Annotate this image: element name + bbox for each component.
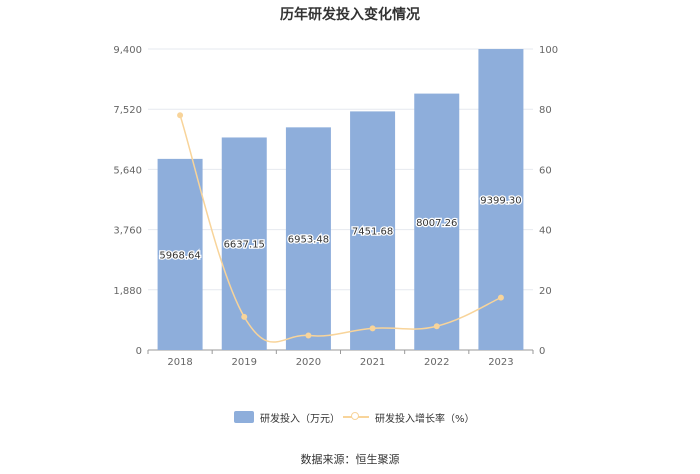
legend-swatch-line — [343, 411, 369, 423]
legend-item-rd-investment[interactable]: 研发投入（万元） — [234, 409, 340, 425]
y-left-tick-label: 9,400 — [113, 45, 142, 56]
legend-label-growth-rate: 研发投入增长率（%） — [375, 413, 475, 425]
bar — [414, 93, 460, 350]
x-tick-label: 2018 — [167, 357, 192, 368]
x-tick-label: 2020 — [296, 357, 321, 368]
growth-rate-point — [497, 294, 504, 301]
legend-item-growth-rate[interactable]: 研发投入增长率（%） — [343, 409, 475, 425]
x-tick-label: 2023 — [488, 357, 513, 368]
y-right-tick-label: 100 — [539, 45, 558, 56]
y-left-tick-label: 0 — [136, 346, 142, 357]
y-right-tick-label: 60 — [539, 165, 552, 176]
bar-value-label: 8007.26 — [416, 218, 457, 229]
bar-value-label: 6637.15 — [224, 240, 265, 251]
bar-value-label: 6953.48 — [288, 235, 329, 246]
bar — [350, 111, 396, 350]
growth-rate-point — [241, 313, 248, 320]
bar — [285, 127, 331, 350]
y-left-tick-label: 5,640 — [113, 165, 142, 176]
x-tick-label: 2019 — [232, 357, 257, 368]
legend-swatch-bar — [234, 411, 254, 423]
y-right-tick-label: 80 — [539, 105, 552, 116]
bar — [157, 158, 203, 350]
bar-value-label: 5968.64 — [159, 250, 200, 261]
growth-rate-point — [369, 325, 376, 332]
bar-value-label: 9399.30 — [480, 196, 521, 207]
y-right-tick-label: 20 — [539, 286, 552, 297]
y-right-tick-label: 40 — [539, 226, 552, 237]
y-left-tick-label: 1,880 — [113, 286, 142, 297]
growth-rate-point — [433, 323, 440, 330]
growth-rate-point — [177, 112, 184, 119]
legend-label-rd-investment: 研发投入（万元） — [260, 413, 340, 425]
x-tick-label: 2021 — [360, 357, 385, 368]
y-right-tick-label: 0 — [539, 346, 545, 357]
y-left-tick-label: 3,760 — [113, 226, 142, 237]
chart-legend: 研发投入（万元） 研发投入增长率（%） — [0, 409, 700, 425]
chart-title: 历年研发投入变化情况 — [280, 7, 420, 23]
x-tick-label: 2022 — [424, 357, 449, 368]
source-note: 数据来源：恒生聚源 — [300, 453, 400, 466]
bar-value-label: 7451.68 — [352, 227, 393, 238]
growth-rate-point — [305, 332, 312, 339]
y-left-tick-label: 7,520 — [113, 105, 142, 116]
